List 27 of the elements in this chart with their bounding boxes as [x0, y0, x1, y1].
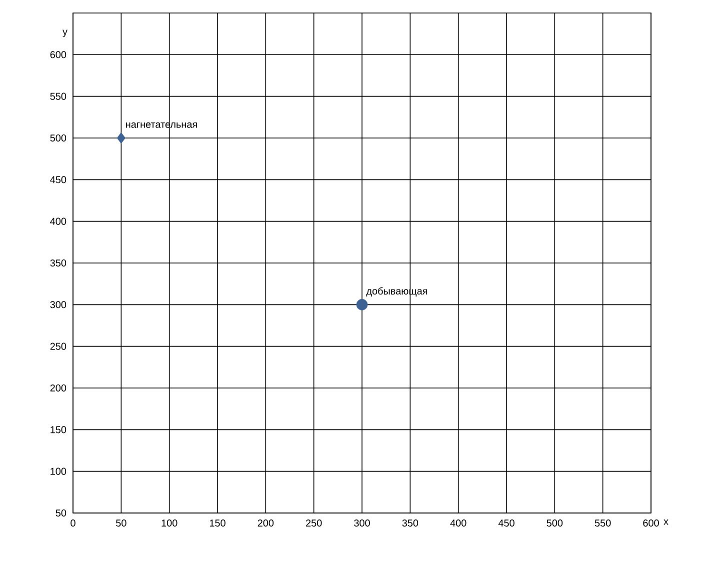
x-tick-label: 350	[402, 520, 418, 527]
y-tick-label: 50	[56, 509, 66, 517]
x-tick-label: 250	[306, 520, 322, 527]
x-tick-label: 500	[546, 520, 563, 527]
y-tick-label: 600	[50, 51, 66, 58]
x-tick-label: 600	[643, 520, 659, 527]
x-tick-label: 550	[594, 520, 611, 527]
y-tick-label: 350	[50, 259, 66, 267]
y-tick-label: 150	[50, 426, 66, 434]
y-tick-label: 450	[50, 176, 66, 184]
x-tick-label: 200	[258, 520, 274, 527]
x-tick-label: 0	[70, 520, 76, 527]
x-tick-label: 50	[116, 520, 126, 527]
y-tick-label: 400	[50, 218, 66, 225]
y-tick-label: 250	[50, 342, 66, 350]
y-tick-label: 500	[50, 134, 66, 142]
y-axis-title: y	[62, 30, 68, 38]
x-axis-title: x	[664, 520, 668, 525]
y-tick-label: 200	[50, 384, 66, 392]
y-tick-label: 550	[50, 92, 66, 100]
x-tick-label: 450	[498, 520, 514, 527]
x-tick-label: 400	[450, 520, 466, 527]
x-tick-label: 150	[210, 520, 226, 527]
x-tick-label: 300	[354, 520, 370, 527]
y-tick-label: 100	[50, 468, 66, 475]
y-tick-label: 300	[50, 301, 66, 308]
x-tick-label: 100	[162, 520, 178, 527]
